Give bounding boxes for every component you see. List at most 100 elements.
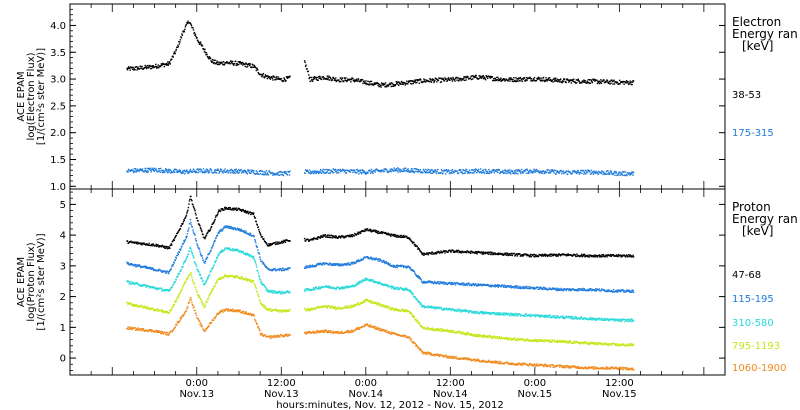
data-point [612,288,615,291]
data-point [555,289,557,291]
data-point [239,229,241,231]
data-point [483,311,485,313]
data-point [558,79,560,81]
data-point [410,268,412,270]
data-point [423,78,425,80]
data-point [399,265,401,267]
data-point [526,253,529,256]
y-tick-label-electron: 4.0 [50,21,66,32]
data-point [475,169,477,171]
data-point [174,259,176,262]
data-point [437,282,440,285]
data-point [556,171,558,173]
data-point [283,291,285,294]
data-point [268,291,271,293]
data-point [140,242,143,244]
data-point [191,252,194,255]
data-point [355,78,358,80]
data-point [187,253,190,256]
data-point [265,242,268,244]
data-point [385,86,388,88]
data-point [171,244,173,246]
data-point [206,170,208,172]
data-point [247,210,249,213]
data-point [235,170,237,172]
data-point [628,254,630,256]
data-point [389,286,391,288]
data-point [170,268,172,270]
data-point [330,169,332,172]
data-point [351,286,353,288]
data-point [227,225,229,227]
data-point [182,242,185,245]
data-point [356,80,359,82]
data-point [409,81,411,83]
data-point [242,62,244,64]
data-point [628,173,630,175]
data-point [160,65,162,68]
data-point [171,265,173,268]
data-point [513,170,516,172]
data-point [267,290,270,292]
data-point [236,171,238,173]
data-point [494,169,496,172]
data-point [454,77,457,80]
data-point [433,170,435,172]
data-point [304,266,306,269]
data-point [535,287,537,289]
data-point [511,169,513,172]
data-point [608,173,611,176]
data-point [627,172,629,174]
data-point [591,172,593,174]
data-point [265,266,268,268]
data-point [408,238,410,240]
data-point [512,78,514,81]
data-point [532,287,535,290]
data-point [531,171,533,173]
data-point [212,243,215,245]
data-point [630,291,633,293]
data-point [402,289,404,291]
data-point [177,252,179,254]
data-point [216,256,219,258]
data-point [516,170,519,172]
data-point [126,170,128,172]
data-point [177,46,180,48]
data-point [387,85,389,87]
data-point [416,245,418,248]
data-point [464,284,467,286]
data-point [452,251,455,253]
data-point [555,77,557,79]
data-point [599,80,601,83]
data-point [139,242,142,244]
data-point [194,170,196,173]
data-point [270,244,272,247]
data-point [575,82,577,84]
data-point [198,43,201,45]
data-point [282,240,284,243]
data-point [513,252,516,255]
data-point [309,76,311,79]
data-point [224,247,227,250]
data-point [502,312,504,314]
data-point [593,170,595,172]
data-point [593,256,595,258]
series-points-proton-1 [126,218,635,293]
data-point [193,31,196,34]
data-point [212,222,215,224]
data-point [629,291,632,293]
data-point [573,288,575,291]
data-point [499,314,501,316]
data-point [509,78,512,80]
data-point [557,79,559,81]
data-point [146,67,148,70]
data-point [444,169,446,172]
data-point [133,242,136,244]
data-point [425,281,427,283]
data-point [541,288,543,290]
data-point [160,270,162,272]
data-point [376,282,379,285]
data-point [533,77,536,79]
data-point [164,290,166,292]
data-point [243,210,245,213]
